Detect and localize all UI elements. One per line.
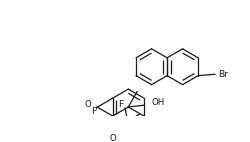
Text: O: O [109, 134, 116, 142]
Text: F: F [90, 107, 96, 116]
Text: OH: OH [151, 98, 164, 107]
Text: Br: Br [217, 70, 228, 79]
Text: O: O [84, 100, 91, 109]
Text: F: F [118, 100, 123, 109]
